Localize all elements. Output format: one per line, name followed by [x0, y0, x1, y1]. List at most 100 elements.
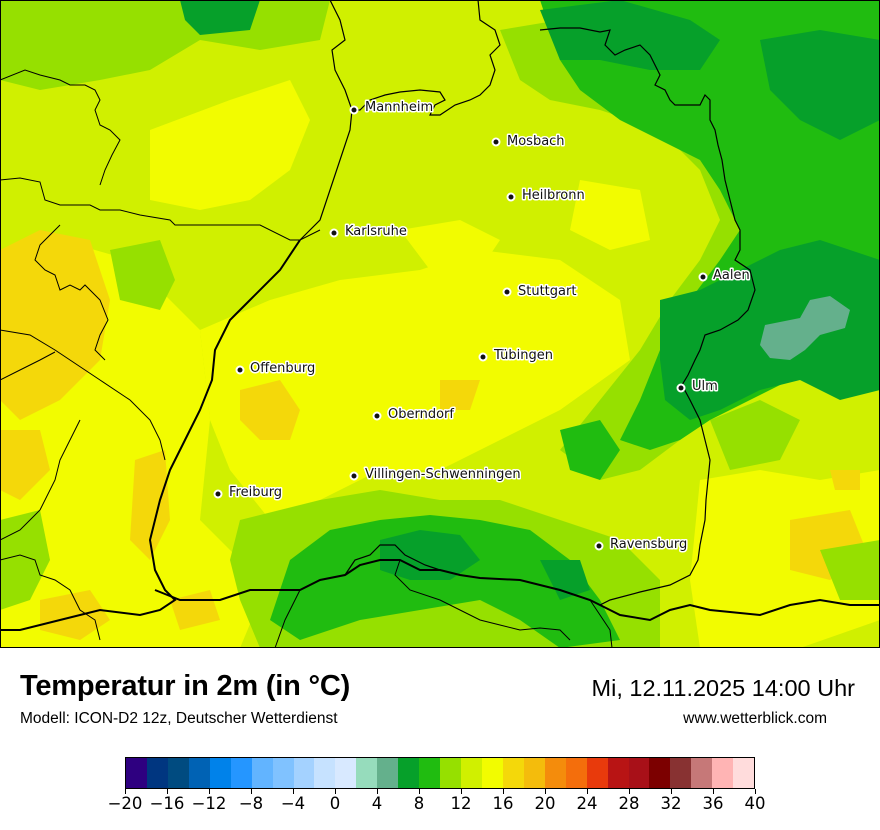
colorbar-segment — [167, 758, 189, 788]
colorbar-segment — [335, 758, 357, 788]
city-offenburg[interactable]: Offenburg — [235, 360, 317, 378]
colorbar-segment — [712, 758, 734, 788]
colorbar-segment — [523, 758, 545, 788]
colorbar-tick — [125, 789, 126, 794]
colorbar-segment — [419, 758, 441, 788]
website-link[interactable]: www.wetterblick.com — [683, 710, 827, 727]
colorbar-tick-label: −4 — [280, 794, 306, 813]
svg-text:Aalen: Aalen — [713, 268, 750, 283]
colorbar-tick — [209, 789, 210, 794]
map-title: Temperatur in 2m (in °C) — [20, 670, 351, 702]
colorbar-tick — [251, 789, 252, 794]
city-ravensburg[interactable]: Ravensburg — [594, 536, 689, 554]
colorbar-segment — [377, 758, 399, 788]
borders — [0, 0, 880, 648]
colorbar-tick-label: 28 — [618, 794, 640, 813]
city-markers: Mannheim Mosbach Heilbronn Karlsruhe Aal… — [213, 99, 751, 554]
colorbar-segment — [649, 758, 671, 788]
colorbar-segment — [126, 758, 147, 788]
svg-text:Heilbronn: Heilbronn — [522, 188, 585, 203]
colorbar-segment — [607, 758, 629, 788]
colorbar-tick-label: 40 — [744, 794, 766, 813]
colorbar-tick — [587, 789, 588, 794]
svg-text:Tübingen: Tübingen — [493, 348, 553, 363]
city-aalen[interactable]: Aalen — [698, 267, 751, 285]
city-mannheim[interactable]: Mannheim — [349, 99, 435, 117]
colorbar-segment — [544, 758, 566, 788]
city-heilbronn[interactable]: Heilbronn — [506, 187, 586, 205]
colorbar-tick-label: 36 — [702, 794, 724, 813]
colorbar-segment — [188, 758, 210, 788]
colorbar-segment — [251, 758, 273, 788]
colorbar-tick-label: −16 — [149, 794, 185, 813]
colorbar-segment — [670, 758, 692, 788]
colorbar-tick — [671, 789, 672, 794]
svg-text:Mannheim: Mannheim — [365, 100, 433, 115]
colorbar-segment — [293, 758, 315, 788]
colorbar-segment — [586, 758, 608, 788]
colorbar-tick — [335, 789, 336, 794]
forecast-datetime: Mi, 12.11.2025 14:00 Uhr — [591, 675, 855, 701]
colorbar-tick-label: 20 — [534, 794, 556, 813]
colorbar-tick — [545, 789, 546, 794]
colorbar-tick-label: 12 — [450, 794, 472, 813]
svg-text:Offenburg: Offenburg — [250, 361, 315, 376]
svg-text:Oberndorf: Oberndorf — [388, 407, 454, 422]
colorbar-segment — [691, 758, 713, 788]
temp-zone-4-6 — [760, 296, 850, 360]
temperature-map: Mannheim Mosbach Heilbronn Karlsruhe Aal… — [0, 0, 880, 648]
colorbar-tick — [293, 789, 294, 794]
colorbar-tick — [713, 789, 714, 794]
city-karlsruhe[interactable]: Karlsruhe — [329, 223, 408, 241]
city-stuttgart[interactable]: Stuttgart — [502, 283, 578, 301]
colorbar-tick-label: 4 — [371, 794, 383, 813]
colorbar-tick-label: 0 — [329, 794, 341, 813]
colorbar-tick-label: −20 — [107, 794, 143, 813]
colorbar-tick-label: 16 — [492, 794, 514, 813]
svg-text:Villingen-Schwenningen: Villingen-Schwenningen — [365, 467, 521, 482]
colorbar-segment — [314, 758, 336, 788]
city-villingen-schwenningen[interactable]: Villingen-Schwenningen — [349, 466, 522, 484]
colorbar-segment — [230, 758, 252, 788]
colorbar-segment — [146, 758, 168, 788]
colorbar-tick-label: −12 — [191, 794, 227, 813]
temp-zone-18-20 — [0, 230, 870, 640]
colorbar-segment — [440, 758, 461, 788]
city-tuebingen[interactable]: Tübingen — [478, 347, 555, 365]
colorbar-tick — [755, 789, 756, 794]
colorbar-tick — [377, 789, 378, 794]
colorbar-segment — [398, 758, 420, 788]
colorbar-tick-label: −8 — [238, 794, 264, 813]
colorbar-tick-label: 24 — [576, 794, 598, 813]
colorbar-tick — [503, 789, 504, 794]
colorbar-segment — [356, 758, 378, 788]
colorbar-segment — [461, 758, 482, 788]
city-ulm[interactable]: Ulm — [676, 378, 719, 396]
colorbar-segment — [565, 758, 587, 788]
colorbar-tick — [167, 789, 168, 794]
map-canvas: Mannheim Mosbach Heilbronn Karlsruhe Aal… — [0, 0, 880, 648]
colorbar-tick-label: 8 — [413, 794, 425, 813]
svg-text:Ravensburg: Ravensburg — [610, 537, 687, 552]
svg-text:Mosbach: Mosbach — [507, 134, 565, 149]
colorbar-tick — [461, 789, 462, 794]
city-mosbach[interactable]: Mosbach — [491, 133, 566, 151]
svg-text:Freiburg: Freiburg — [229, 485, 282, 500]
colorbar-segment — [502, 758, 524, 788]
colorbar-segment — [733, 758, 755, 788]
colorbar-tick-label: 32 — [660, 794, 682, 813]
city-freiburg[interactable]: Freiburg — [213, 484, 284, 502]
svg-text:Ulm: Ulm — [692, 379, 718, 394]
svg-text:Stuttgart: Stuttgart — [518, 284, 576, 299]
city-oberndorf[interactable]: Oberndorf — [372, 406, 456, 424]
colorbar-tick — [629, 789, 630, 794]
colorbar-ticks: −20 −16 −12 −8 −4 0 4 8 12 16 20 24 28 32 36 40 — [108, 789, 766, 819]
colorbar-segment — [272, 758, 294, 788]
svg-text:Karlsruhe: Karlsruhe — [345, 224, 407, 239]
colorbar-tick — [419, 789, 420, 794]
colorbar-segment — [209, 758, 231, 788]
temperature-colorbar — [125, 757, 755, 789]
colorbar-segment — [481, 758, 503, 788]
colorbar-segment — [628, 758, 650, 788]
model-source: Modell: ICON-D2 12z, Deutscher Wetterdie… — [20, 710, 338, 727]
